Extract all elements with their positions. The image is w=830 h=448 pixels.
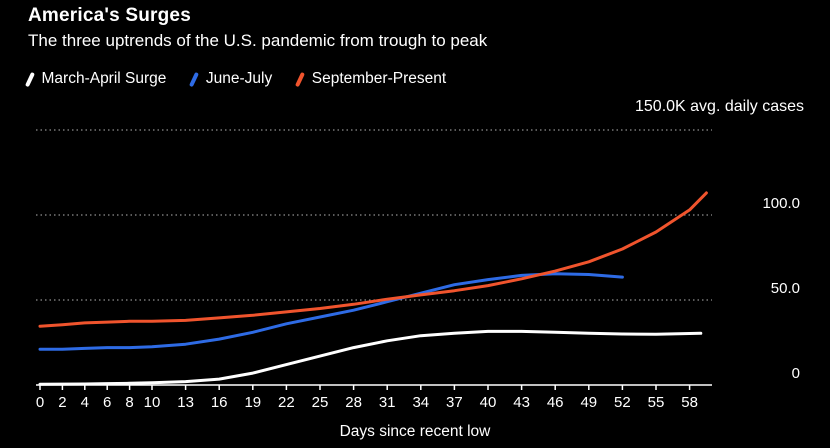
- x-tick-label: 37: [446, 394, 463, 411]
- x-axis-title: Days since recent low: [339, 423, 491, 440]
- x-tick-label: 28: [345, 394, 362, 411]
- series-line-march-april-surge: [38, 329, 703, 386]
- series-line-june-july: [38, 272, 624, 351]
- x-tick-label: 49: [580, 394, 597, 411]
- legend-slash-icon: [189, 71, 199, 87]
- x-tick-label: 6: [103, 394, 111, 411]
- x-tick-label: 16: [211, 394, 228, 411]
- legend-item-june-july: June-July: [189, 70, 273, 88]
- page-title: America's Surges: [28, 5, 191, 26]
- legend-slash-icon: [24, 71, 35, 87]
- x-tick-label: 25: [312, 394, 329, 411]
- x-tick-label: 19: [244, 394, 261, 411]
- x-tick-label: 58: [681, 394, 698, 411]
- x-tick-label: 31: [379, 394, 396, 411]
- x-tick-label: 10: [144, 394, 161, 411]
- x-tick-label: 22: [278, 394, 295, 411]
- x-tick-label: 40: [480, 394, 497, 411]
- legend-item-september-present: September-Present: [295, 70, 447, 88]
- y-axis-unit-label: 150.0K avg. daily cases: [635, 98, 804, 115]
- chart-legend: March-April Surge June-July September-Pr…: [24, 70, 447, 88]
- legend-label: June-July: [205, 70, 273, 87]
- x-tick-label: 13: [177, 394, 194, 411]
- legend-slash-icon: [295, 71, 305, 87]
- series-line-september-present: [38, 191, 708, 328]
- x-tick-label: 2: [58, 394, 66, 411]
- x-tick-label: 8: [125, 394, 133, 411]
- x-tick-label: 34: [412, 394, 429, 411]
- x-tick-label: 52: [614, 394, 631, 411]
- x-tick-label: 0: [36, 394, 44, 411]
- legend-label: September-Present: [311, 70, 447, 87]
- surge-line-chart: 100.050.000 2 4 6 8 10 13 16 19 22 25 28 31 34 37 40 43 4…: [36, 129, 800, 411]
- x-tick-label: 4: [81, 394, 89, 411]
- x-tick-label: 46: [547, 394, 564, 411]
- x-tick-label: 43: [513, 394, 530, 411]
- x-tick-label: 55: [648, 394, 665, 411]
- y-tick-label: 100.0: [762, 195, 800, 212]
- chart-subtitle: The three uptrends of the U.S. pandemic …: [28, 31, 488, 50]
- legend-label: March-April Surge: [41, 70, 167, 87]
- y-tick-label: 0: [792, 365, 800, 382]
- y-tick-label: 50.0: [771, 280, 800, 297]
- legend-item-march-april: March-April Surge: [24, 70, 167, 88]
